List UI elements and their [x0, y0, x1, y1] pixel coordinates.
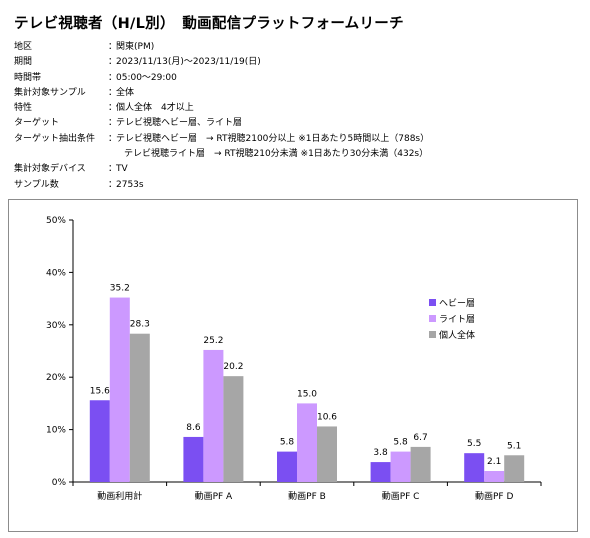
category-label: 動画PF B	[288, 491, 326, 502]
category-label: 動画利用計	[97, 490, 142, 502]
y-tick-label: 0%	[52, 478, 67, 488]
meta-label: サンプル数	[14, 179, 59, 190]
legend-swatch	[429, 331, 436, 338]
meta-label: ターゲット抽出条件	[14, 133, 96, 144]
bar	[317, 426, 337, 482]
data-label: 3.8	[373, 448, 388, 458]
category-label: 動画PF D	[475, 491, 513, 502]
bar	[109, 297, 130, 482]
data-label: 5.8	[280, 438, 295, 448]
meta-value: 関東(PM)	[116, 42, 155, 52]
category-label: 動画PF A	[195, 491, 233, 502]
meta-colon: ：	[108, 133, 118, 144]
meta-value: 05:00〜29:00	[116, 72, 177, 83]
meta-label: 期間	[14, 57, 33, 68]
meta-colon: ：	[108, 72, 118, 83]
data-label: 15.0	[297, 389, 317, 399]
page-title: テレビ視聴者（H/L別） 動画配信プラットフォームリーチ	[14, 16, 404, 32]
y-tick-label: 10%	[46, 426, 66, 436]
meta-colon: ：	[108, 164, 118, 175]
data-label: 28.3	[130, 320, 150, 330]
data-label: 5.8	[393, 438, 408, 448]
bar	[390, 451, 411, 482]
chart-frame: 0% 10% 20% 30% 40% 50% 15.6 35.2 28.3 動画利用計 8.6 25.…	[8, 199, 578, 532]
bar	[484, 470, 505, 482]
meta-label: 地区	[14, 42, 33, 52]
meta-colon: ：	[108, 118, 118, 129]
bar	[370, 462, 391, 482]
legend-label: ライト層	[439, 314, 475, 325]
bar-chart: 0% 10% 20% 30% 40% 50% 15.6 35.2 28.3 動画利用計 8.6 25.…	[46, 216, 542, 502]
legend-swatch	[429, 315, 436, 322]
meta-value: 全体	[116, 87, 135, 98]
meta-colon: ：	[108, 42, 118, 52]
data-label: 5.1	[507, 441, 521, 451]
meta-colon: ：	[108, 179, 118, 190]
meta-value: TV	[116, 164, 128, 175]
bar	[89, 400, 110, 482]
meta-value: テレビ視聴ヘビー層、ライト層	[116, 118, 243, 129]
data-label: 25.2	[203, 336, 223, 346]
meta-label: 特性	[14, 103, 33, 114]
meta-label: ターゲット	[14, 118, 60, 129]
bar	[297, 403, 317, 482]
meta-label: 集計対象サンプル	[14, 87, 86, 98]
legend-label: ヘビー層	[439, 298, 475, 309]
meta-label: 時間帯	[14, 72, 42, 83]
y-tick-label: 40%	[46, 268, 66, 278]
data-label: 20.2	[223, 362, 243, 372]
bar	[464, 453, 485, 482]
y-tick-label: 30%	[46, 321, 66, 331]
bar	[223, 376, 244, 482]
data-label: 8.6	[186, 423, 201, 433]
meta-value: テレビ視聴ライト層 → RT視聴210分未満 ※1日あたり30分未満（432s）	[124, 149, 429, 160]
legend-swatch	[429, 299, 436, 306]
meta-colon: ：	[108, 57, 118, 68]
data-label: 6.7	[413, 433, 427, 443]
data-label: 35.2	[110, 284, 130, 294]
meta-value: 2753s	[116, 179, 144, 190]
data-label: 15.6	[90, 386, 110, 396]
meta-colon: ：	[108, 103, 118, 114]
bar	[183, 436, 204, 482]
bar	[277, 451, 297, 482]
meta-value: テレビ視聴ヘビー層 → RT視聴2100分以上 ※1日あたり5時間以上（788s…	[116, 133, 430, 144]
y-tick-label: 50%	[46, 216, 66, 226]
y-tick-label: 20%	[46, 373, 66, 383]
bar	[504, 455, 525, 482]
meta-colon: ：	[108, 87, 118, 98]
category-label: 動画PF C	[382, 491, 420, 502]
legend-label: 個人全体	[439, 329, 475, 341]
bar	[410, 446, 431, 482]
data-label: 5.5	[467, 439, 481, 449]
bar	[129, 333, 150, 482]
data-label: 2.1	[487, 457, 501, 467]
meta-value: 2023/11/13(月)〜2023/11/19(日)	[116, 57, 261, 68]
data-label: 10.6	[317, 412, 337, 422]
meta-value: 個人全体 4才以上	[116, 103, 194, 114]
bar	[203, 349, 224, 482]
meta-label: 集計対象デバイス	[14, 164, 86, 175]
